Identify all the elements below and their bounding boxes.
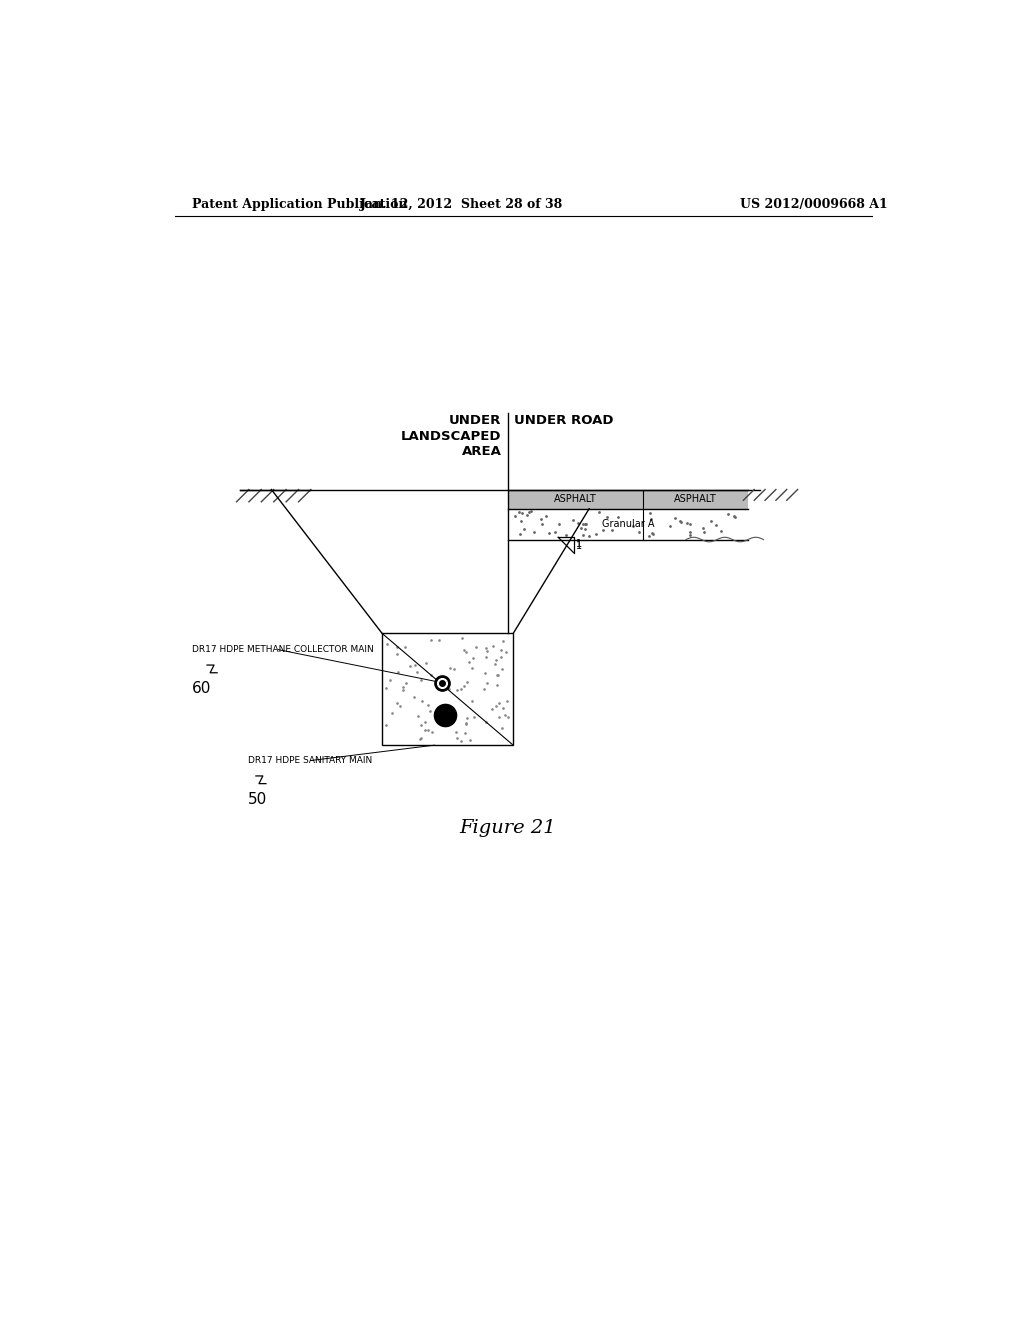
Text: ASPHALT: ASPHALT bbox=[554, 494, 597, 504]
Text: DR17 HDPE SANITARY MAIN: DR17 HDPE SANITARY MAIN bbox=[248, 756, 373, 766]
Text: Granular A: Granular A bbox=[602, 519, 654, 529]
Text: Figure 21: Figure 21 bbox=[460, 820, 556, 837]
Text: UNDER
LANDSCAPED
AREA: UNDER LANDSCAPED AREA bbox=[401, 414, 502, 458]
Text: 1: 1 bbox=[575, 541, 582, 552]
Text: 50: 50 bbox=[248, 792, 267, 807]
Text: DR17 HDPE METHANE COLLECTOR MAIN: DR17 HDPE METHANE COLLECTOR MAIN bbox=[191, 645, 374, 655]
Bar bbox=[508, 508, 748, 540]
Text: US 2012/0009668 A1: US 2012/0009668 A1 bbox=[740, 198, 888, 211]
Bar bbox=[508, 490, 748, 508]
Text: 60: 60 bbox=[191, 681, 211, 696]
Bar bbox=[382, 634, 513, 744]
Text: Patent Application Publication: Patent Application Publication bbox=[191, 198, 408, 211]
Text: UNDER ROAD: UNDER ROAD bbox=[514, 414, 613, 428]
Text: ASPHALT: ASPHALT bbox=[675, 494, 717, 504]
Text: Jan. 12, 2012  Sheet 28 of 38: Jan. 12, 2012 Sheet 28 of 38 bbox=[359, 198, 563, 211]
Text: 1: 1 bbox=[575, 539, 582, 549]
